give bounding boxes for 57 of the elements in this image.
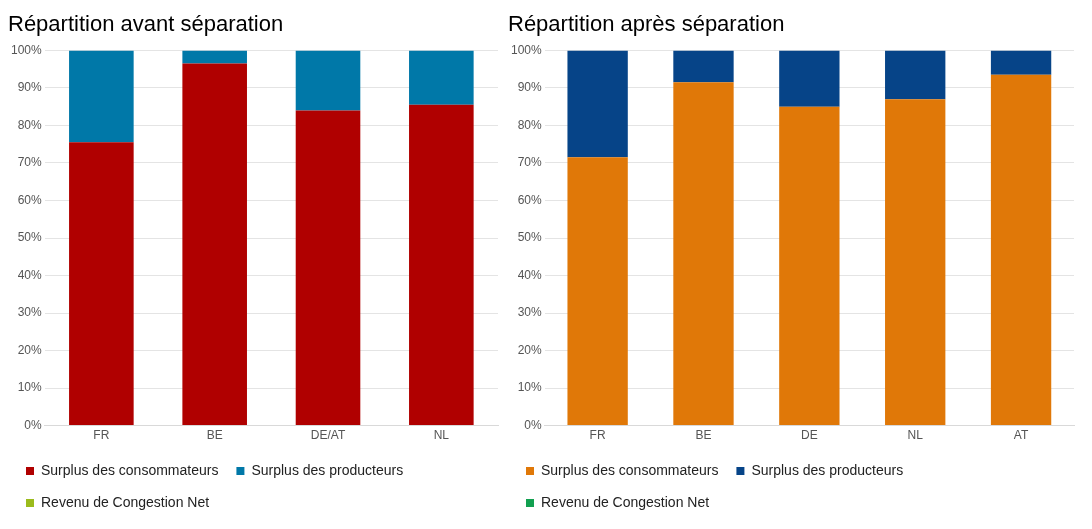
bar <box>182 50 247 64</box>
legend-label: Surplus des consommateurs <box>41 461 219 478</box>
bar <box>295 110 361 426</box>
legend-label: Surplus des consommateurs <box>541 461 719 478</box>
x-tick-label: DE/AT <box>310 428 346 443</box>
bar <box>69 142 134 426</box>
chart-title: Répartition avant séparation <box>8 11 284 37</box>
bar <box>779 106 840 426</box>
y-tick-label: 40% <box>17 267 43 282</box>
bar <box>673 50 734 83</box>
x-tick-label: NL <box>433 428 450 443</box>
bar <box>567 157 628 426</box>
bar <box>409 104 474 426</box>
y-tick-label: 80% <box>17 117 43 132</box>
y-tick-label: 0% <box>24 417 43 432</box>
y-tick-label: 10% <box>17 380 43 395</box>
x-tick-label: BE <box>206 428 223 443</box>
bar <box>567 50 628 158</box>
y-tick-label: 70% <box>517 155 543 170</box>
chart-title: Répartition après séparation <box>508 11 785 37</box>
x-tick-label: FR <box>589 428 606 443</box>
y-tick-label: 50% <box>517 230 543 245</box>
y-tick-label: 80% <box>517 117 543 132</box>
y-tick-label: 100% <box>510 42 543 57</box>
legend-label: Revenu de Congestion Net <box>41 493 210 510</box>
y-tick-label: 20% <box>517 342 543 357</box>
bar <box>673 82 734 426</box>
y-tick-label: 60% <box>17 192 43 207</box>
y-tick-label: 20% <box>17 342 43 357</box>
bar <box>295 50 361 111</box>
bar <box>409 50 474 105</box>
bar <box>990 74 1052 426</box>
y-tick-label: 40% <box>517 267 543 282</box>
legend-label: Surplus des producteurs <box>251 461 404 478</box>
y-tick-label: 30% <box>517 305 543 320</box>
x-tick-label: AT <box>1013 428 1029 443</box>
y-tick-label: 90% <box>517 80 543 95</box>
bar <box>885 50 946 100</box>
y-tick-label: 0% <box>524 417 543 432</box>
x-tick-label: BE <box>695 428 712 443</box>
y-tick-label: 30% <box>17 305 43 320</box>
bar <box>885 99 946 426</box>
y-tick-label: 10% <box>517 380 543 395</box>
bar <box>990 50 1052 75</box>
y-tick-label: 50% <box>17 230 43 245</box>
x-tick-label: DE <box>801 428 818 443</box>
legend-label: Surplus des producteurs <box>751 461 904 478</box>
bar <box>182 63 247 426</box>
y-tick-label: 100% <box>10 42 43 57</box>
x-tick-label: NL <box>907 428 924 443</box>
bar <box>779 50 840 107</box>
bar <box>69 50 134 143</box>
x-tick-label: FR <box>93 428 110 443</box>
y-tick-label: 90% <box>17 80 43 95</box>
legend-label: Revenu de Congestion Net <box>541 493 710 510</box>
y-tick-label: 70% <box>17 155 43 170</box>
y-tick-label: 60% <box>517 192 543 207</box>
